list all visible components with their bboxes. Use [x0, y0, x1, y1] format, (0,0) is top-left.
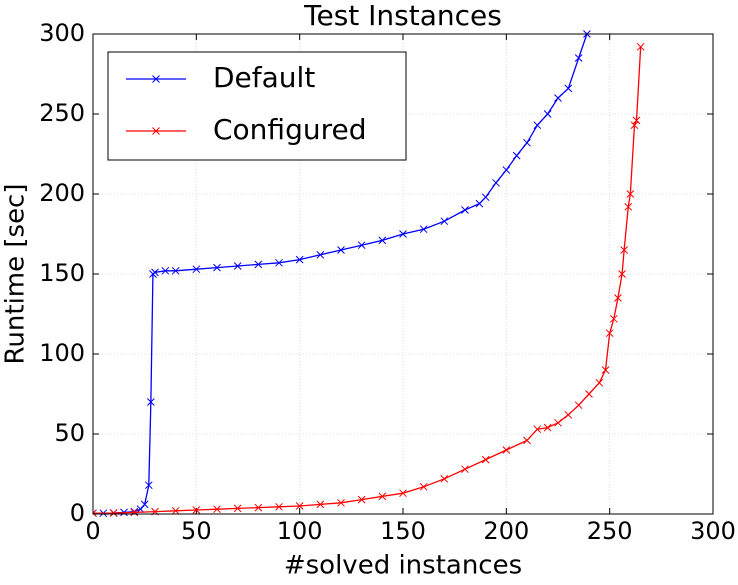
x-tick-label: 50 — [181, 517, 212, 545]
point-marker — [632, 116, 641, 125]
point-marker — [523, 436, 531, 445]
y-tick-label: 200 — [39, 179, 85, 207]
point-marker — [275, 502, 283, 511]
x-tick-label: 300 — [690, 517, 736, 545]
legend-label: Default — [213, 61, 315, 94]
point-marker — [492, 178, 500, 187]
y-tick-label: 250 — [39, 99, 85, 127]
point-marker — [254, 503, 263, 512]
point-marker — [378, 492, 387, 501]
point-marker — [554, 94, 562, 102]
point-marker — [213, 505, 221, 514]
point-marker — [213, 263, 221, 272]
point-marker — [618, 270, 626, 278]
point-marker — [601, 366, 610, 374]
point-marker — [609, 314, 618, 323]
x-tick-label: 200 — [483, 517, 529, 545]
point-marker — [161, 266, 170, 275]
point-marker — [620, 246, 628, 254]
point-marker — [109, 509, 118, 517]
point-marker — [554, 418, 562, 427]
point-marker — [295, 255, 304, 264]
x-tick-label: 0 — [85, 517, 100, 545]
point-marker — [357, 241, 366, 250]
point-marker — [316, 250, 325, 259]
y-tick-label: 0 — [70, 499, 85, 527]
point-marker — [585, 390, 593, 398]
point-marker — [481, 193, 490, 202]
point-marker — [595, 378, 604, 387]
point-marker — [543, 110, 552, 118]
point-marker — [574, 401, 583, 410]
point-marker — [440, 474, 449, 483]
point-marker — [337, 498, 345, 507]
point-marker — [275, 258, 283, 267]
point-marker — [502, 166, 511, 174]
point-marker — [93, 509, 97, 518]
legend-box — [107, 51, 407, 161]
point-marker — [523, 138, 531, 147]
point-marker — [481, 455, 490, 464]
y-tick-label: 150 — [39, 259, 85, 287]
point-marker — [512, 151, 521, 160]
point-marker — [440, 217, 449, 226]
point-marker — [233, 262, 242, 270]
y-tick-label: 100 — [39, 339, 85, 367]
point-marker — [147, 398, 155, 406]
legend-marker — [152, 127, 160, 135]
point-marker — [461, 206, 469, 214]
point-marker — [171, 266, 180, 275]
point-marker — [295, 502, 304, 510]
point-marker — [171, 506, 180, 515]
point-marker — [378, 236, 387, 245]
point-marker — [192, 265, 201, 274]
y-tick-label: 300 — [39, 19, 85, 47]
point-marker — [614, 294, 622, 302]
point-marker — [316, 500, 325, 509]
point-marker — [533, 121, 542, 130]
point-marker — [574, 54, 583, 62]
point-marker — [399, 489, 407, 498]
point-marker — [533, 425, 542, 434]
point-marker — [564, 84, 573, 93]
point-marker — [564, 410, 573, 419]
point-marker — [151, 268, 159, 277]
x-tick-label: 150 — [380, 517, 426, 545]
point-marker — [399, 230, 407, 238]
point-marker — [419, 225, 428, 234]
point-marker — [357, 495, 366, 504]
point-marker — [140, 500, 149, 509]
x-tick-label: 250 — [587, 517, 633, 545]
x-tick-label: 100 — [277, 517, 323, 545]
point-marker — [605, 329, 614, 338]
x-axis-label: #solved instances — [284, 551, 522, 581]
point-marker — [254, 260, 263, 269]
point-marker — [626, 190, 635, 198]
chart-title: Test Instances — [303, 0, 502, 32]
legend-label: Configured — [213, 113, 366, 146]
series-line — [93, 46, 642, 514]
y-tick-label: 50 — [54, 419, 85, 447]
point-marker — [630, 121, 639, 130]
point-marker — [502, 446, 511, 454]
point-marker — [144, 481, 153, 490]
legend-marker — [152, 75, 160, 83]
point-marker — [624, 202, 633, 211]
point-marker — [461, 465, 469, 474]
plot-frame — [92, 33, 714, 515]
point-marker — [192, 506, 201, 514]
point-marker — [233, 504, 242, 513]
point-marker — [337, 246, 345, 254]
point-marker — [130, 508, 139, 517]
point-marker — [475, 199, 484, 208]
point-marker — [636, 42, 645, 51]
point-marker — [419, 482, 428, 491]
y-axis-label: Runtime [sec] — [1, 184, 31, 365]
point-marker — [543, 423, 552, 432]
